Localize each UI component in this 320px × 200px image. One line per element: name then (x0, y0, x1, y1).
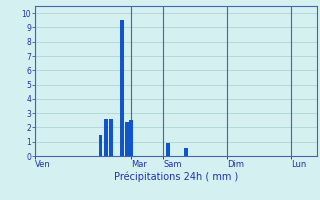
Bar (104, 119, 108, 156)
Bar (129, 120, 133, 156)
Bar (109, 119, 113, 156)
Bar (120, 20, 124, 156)
Bar (125, 122, 129, 156)
Bar (166, 143, 170, 156)
Bar (99, 135, 102, 156)
Bar (184, 148, 188, 156)
X-axis label: Précipitations 24h ( mm ): Précipitations 24h ( mm ) (114, 172, 238, 182)
